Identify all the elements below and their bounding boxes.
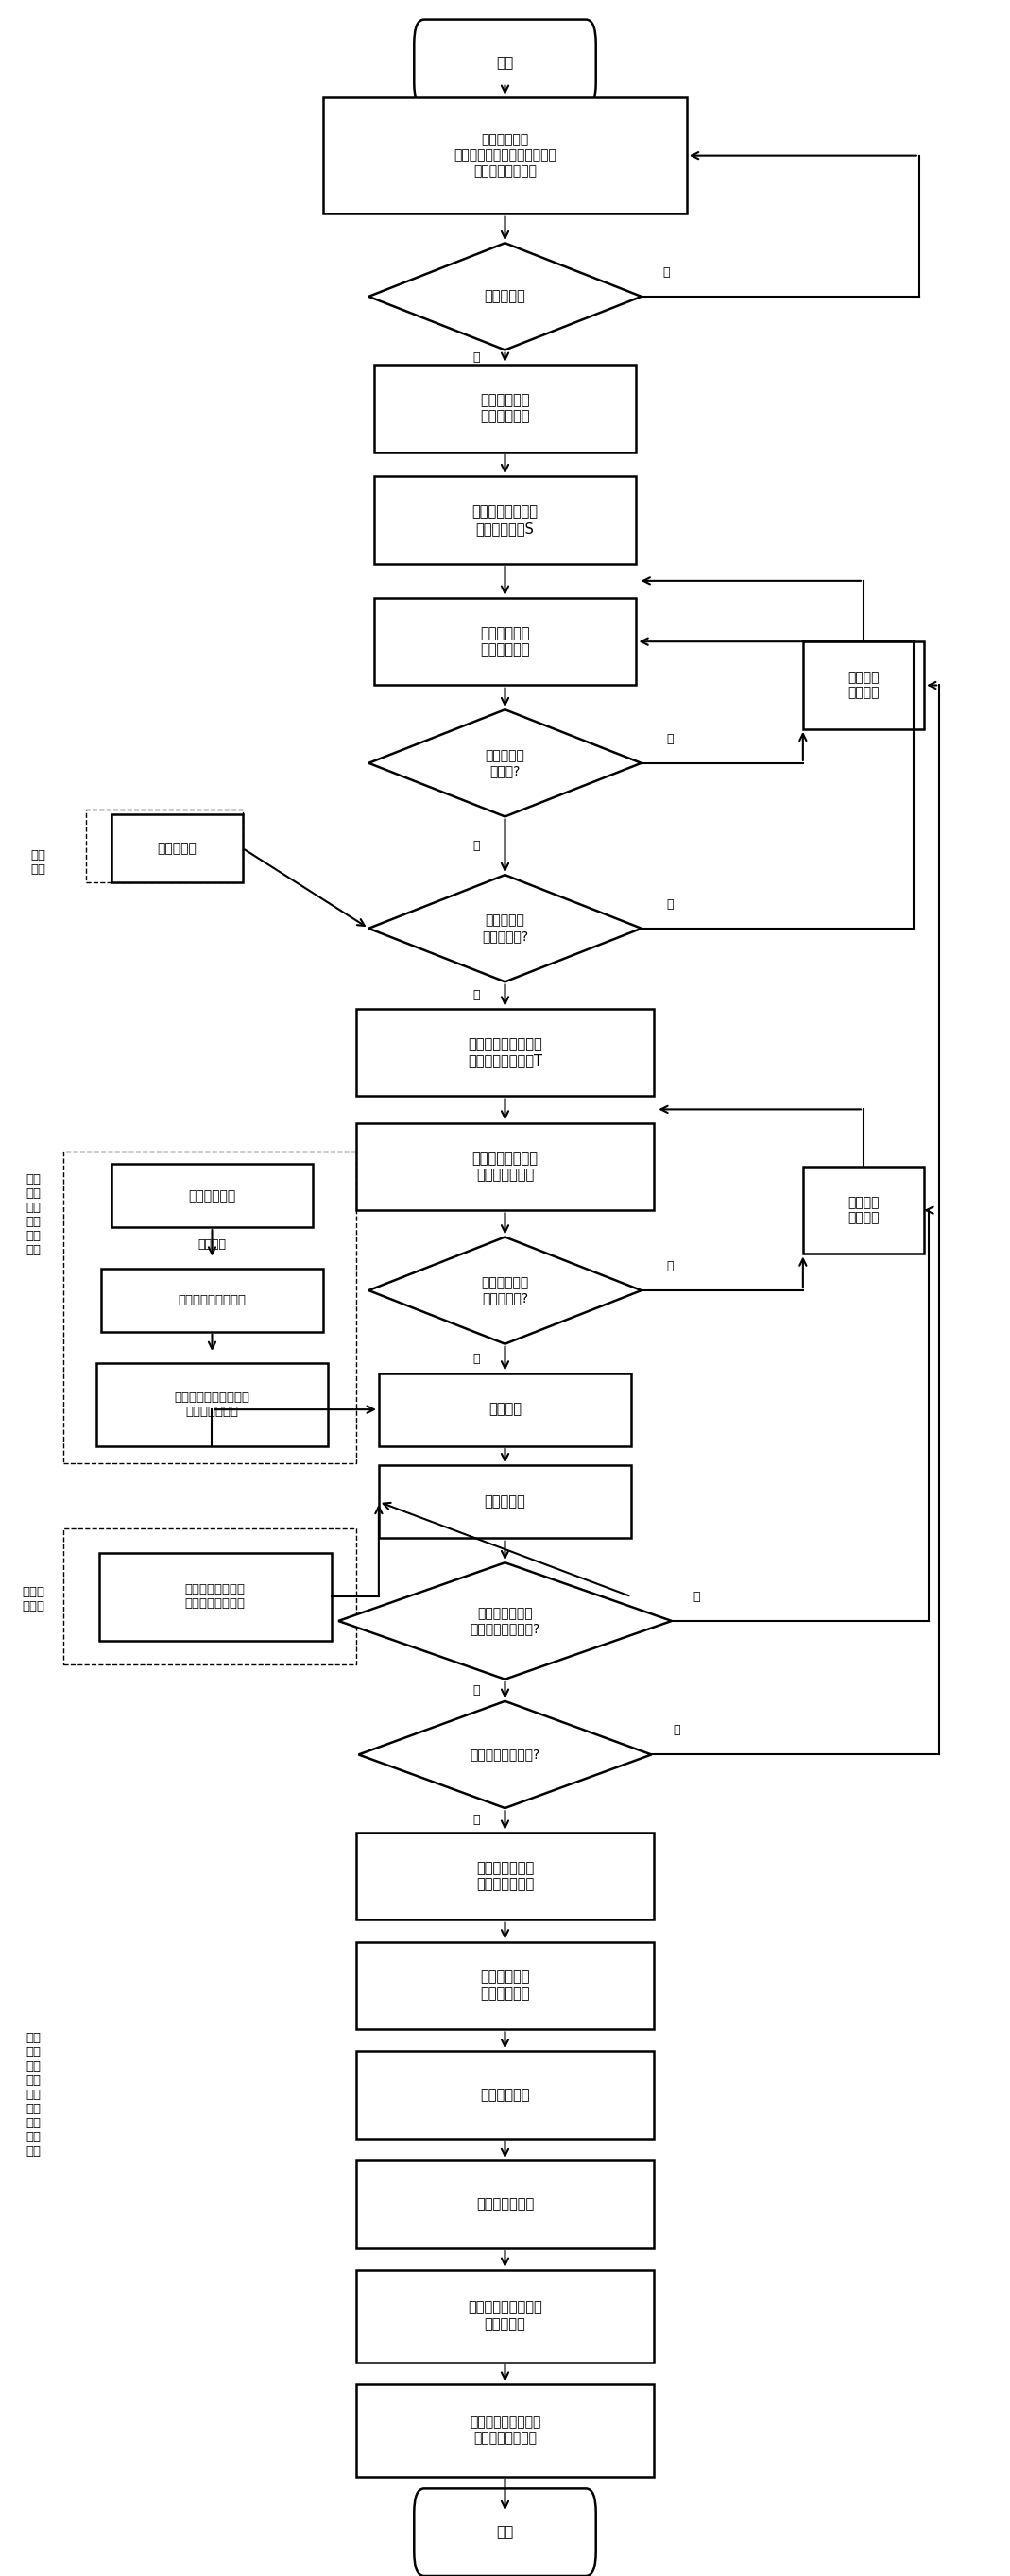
Text: 该开启策略
未访问?: 该开启策略 未访问? (485, 750, 525, 778)
FancyBboxPatch shape (414, 21, 596, 108)
Text: 基于
数据
的空
压机
能耗
模型: 基于 数据 的空 压机 能耗 模型 (26, 1175, 40, 1257)
Polygon shape (369, 242, 641, 350)
Bar (374, 598, 636, 685)
Bar (111, 1164, 313, 1226)
Bar (86, 809, 242, 881)
Text: 样本更新: 样本更新 (198, 1239, 226, 1249)
Text: 优化调度分析
（机组切换运行、设备故障与
检修、平衡调整）: 优化调度分析 （机组切换运行、设备故障与 检修、平衡调整） (453, 134, 557, 178)
Bar (111, 814, 242, 881)
Text: 依据综合评价指数选
择最优的调度方案: 依据综合评价指数选 择最优的调度方案 (470, 2416, 540, 2445)
Bar (357, 2269, 654, 2362)
Text: 能耗曲线标准样本集: 能耗曲线标准样本集 (178, 1293, 246, 1306)
Bar (101, 1267, 323, 1332)
Text: 该空压机组合
方案未访问?: 该空压机组合 方案未访问? (481, 1275, 529, 1303)
Text: 空压机的设备
运行状态设定: 空压机的设备 运行状态设定 (480, 394, 530, 422)
Text: 优化调度？: 优化调度？ (485, 289, 525, 304)
Text: 评价体
系构量: 评价体 系构量 (22, 1587, 44, 1613)
Text: 开始: 开始 (496, 57, 514, 70)
Text: 否: 否 (673, 1723, 681, 1736)
Polygon shape (359, 1700, 651, 1808)
Text: 备选方案与理想解集
的欧式距离: 备选方案与理想解集 的欧式距离 (468, 2300, 542, 2331)
Bar (357, 1010, 654, 1095)
Bar (357, 1832, 654, 1919)
Bar (357, 2161, 654, 2249)
Text: 理想解集的定义: 理想解集的定义 (476, 2197, 534, 2210)
Text: 开启策略搜索完成?: 开启策略搜索完成? (470, 1749, 540, 1762)
Bar (96, 1363, 328, 1445)
Text: 是: 是 (473, 989, 481, 1002)
Text: 搜索下一
开启策略: 搜索下一 开启策略 (847, 672, 880, 701)
Text: 否: 否 (663, 265, 671, 278)
Text: 是: 是 (473, 1352, 481, 1365)
Bar (379, 1466, 631, 1538)
Bar (64, 1528, 357, 1664)
Polygon shape (338, 1564, 672, 1680)
Bar (323, 98, 687, 214)
Bar (357, 1942, 654, 2030)
FancyBboxPatch shape (414, 2488, 596, 2576)
Text: 空压站空压机
开启策略搜索: 空压站空压机 开启策略搜索 (480, 626, 530, 657)
Text: 实时生产数据: 实时生产数据 (188, 1190, 236, 1203)
Bar (803, 641, 924, 729)
Bar (803, 1167, 924, 1255)
Text: 是: 是 (473, 840, 481, 853)
Bar (99, 1553, 331, 1641)
Polygon shape (369, 876, 641, 981)
Bar (357, 1123, 654, 1211)
Text: 开启策略满
足预测需求?: 开启策略满 足预测需求? (482, 914, 528, 943)
Text: 否: 否 (666, 899, 674, 909)
Text: 是: 是 (473, 350, 481, 363)
Text: 基于最小二乘算法的能
耗曲线在线更新: 基于最小二乘算法的能 耗曲线在线更新 (175, 1391, 249, 1417)
Bar (379, 1373, 631, 1445)
Polygon shape (369, 708, 641, 817)
Text: 否: 否 (666, 732, 674, 744)
Text: 经济运行成本最小
空压机比功率最大: 经济运行成本最小 空压机比功率最大 (185, 1584, 245, 1610)
Text: 仿真模拟: 仿真模拟 (489, 1401, 521, 1417)
Text: 空压机开启策略下
的组合方案搜索: 空压机开启策略下 的组合方案搜索 (472, 1151, 538, 1182)
Text: 搜索下一
组合方案: 搜索下一 组合方案 (847, 1195, 880, 1224)
Text: 构建空压机开启策略
下的组合方案集合T: 构建空压机开启策略 下的组合方案集合T (468, 1038, 542, 1066)
Text: 构建空压机集群
运行的评价体系: 构建空压机集群 运行的评价体系 (476, 1860, 534, 1891)
Bar (357, 2383, 654, 2476)
Text: 熵及熵权计算: 熵及熵权计算 (480, 2087, 530, 2102)
Polygon shape (369, 1236, 641, 1345)
Text: 结束: 结束 (496, 2524, 514, 2540)
Bar (357, 2050, 654, 2138)
Text: 是: 是 (473, 1814, 481, 1826)
Bar (374, 366, 636, 451)
Text: 基于
熵权
法和
优劣
距离
法的
多个
准则
决策: 基于 熵权 法和 优劣 距离 法的 多个 准则 决策 (26, 2032, 40, 2159)
Text: 构建空压站空压机
开启策略集合S: 构建空压站空压机 开启策略集合S (472, 505, 538, 536)
Text: 否: 否 (666, 1260, 674, 1273)
Text: 评价指标数值
的标准化处理: 评价指标数值 的标准化处理 (480, 1971, 530, 2002)
Text: 需求
设定: 需求 设定 (31, 850, 45, 876)
Text: 经济性评价: 经济性评价 (485, 1494, 525, 1510)
Bar (64, 1151, 357, 1463)
Bar (374, 477, 636, 564)
Text: 否: 否 (693, 1589, 701, 1602)
Text: 人工设定值: 人工设定值 (157, 842, 197, 855)
Text: 是: 是 (473, 1685, 481, 1698)
Text: 该开启策略下的
组合方案搜索完成?: 该开启策略下的 组合方案搜索完成? (470, 1607, 540, 1636)
